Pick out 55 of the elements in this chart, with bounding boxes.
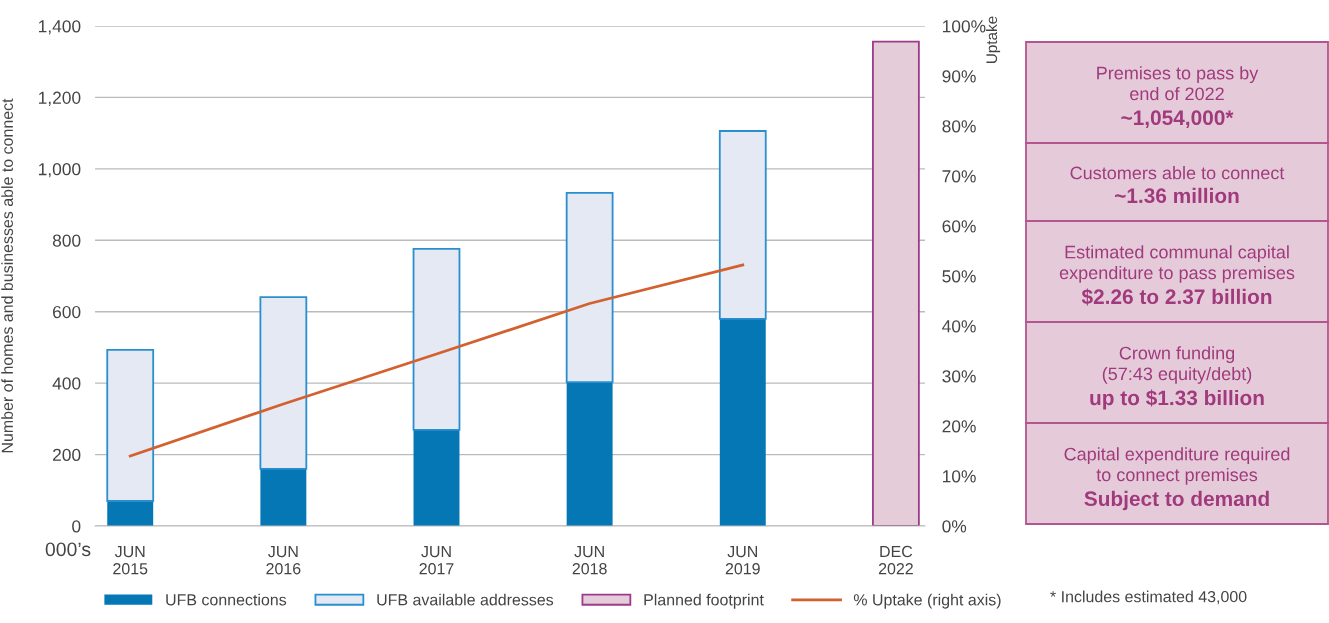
y-tick-label: 400	[52, 377, 81, 390]
text: Estimated communal capital expenditure to pass premises	[1059, 245, 1295, 283]
y-axis-title: Number of homes and businesses able to connect	[1, 98, 13, 453]
y2-tick-label: 100%	[942, 20, 986, 33]
text: Capital expenditure required to connect premises	[1064, 447, 1290, 485]
y2-tick-label: 60%	[942, 220, 976, 233]
text: Premises to pass by end of 2022	[1097, 66, 1259, 101]
legend-label: Planned footprint	[644, 593, 764, 609]
line-series	[128, 263, 745, 458]
bar	[719, 318, 766, 526]
text: * Includes estimated 43,000	[1050, 590, 1247, 605]
legend-label: % Uptake (right axis)	[853, 593, 1001, 609]
y-tick-label: 1,400	[38, 20, 81, 35]
bar	[107, 501, 154, 526]
y-tick-label: 600	[53, 305, 81, 319]
x-tick-label: JUN 2018	[572, 546, 607, 575]
y2-tick-label: 30%	[942, 370, 976, 383]
y2-tick-label: 70%	[942, 170, 976, 183]
bar	[718, 130, 767, 320]
text: Subject to demand	[1084, 490, 1269, 511]
y2-tick-label: 10%	[942, 470, 976, 483]
y-tick-label: 1,200	[38, 91, 81, 106]
text: up to $1.33 billion	[1090, 389, 1264, 410]
text: Customers able to connect	[1070, 166, 1285, 180]
bar	[259, 296, 308, 470]
x-tick-label: JUN 2017	[419, 546, 454, 575]
y2-tick-label: 20%	[942, 420, 976, 433]
y-tick-label: 200	[53, 448, 81, 462]
y2-tick-label: 50%	[942, 270, 976, 283]
legend-label: UFB connections	[166, 593, 287, 606]
bar	[106, 349, 155, 502]
x-tick-label: JUN 2019	[725, 546, 760, 575]
x-tick-label: JUN 2015	[113, 546, 148, 575]
text: 000’s	[45, 542, 91, 557]
bar	[260, 468, 307, 526]
text: Crown funding (57:43 equity/debt)	[1102, 346, 1252, 384]
legend-label: UFB available addresses	[377, 593, 554, 606]
bar	[413, 429, 460, 526]
x-tick-label: JUN 2016	[266, 546, 301, 575]
y2-tick-label: 0%	[942, 520, 967, 533]
y2-tick-label: 80%	[942, 120, 976, 133]
bar	[872, 40, 920, 526]
y2-tick-label: 40%	[942, 320, 976, 333]
bar	[412, 247, 461, 431]
text: ~1,054,000*	[1121, 110, 1234, 129]
y-tick-label: 1,000	[38, 163, 81, 178]
bar	[565, 191, 614, 383]
y2-tick-label: 90%	[942, 70, 976, 83]
text: $2.26 to 2.37 billion	[1081, 288, 1272, 306]
bar	[566, 382, 613, 526]
x-tick-label: DEC 2022	[878, 545, 913, 575]
y-tick-label: 800	[52, 234, 81, 247]
y-tick-label: 0	[72, 520, 81, 533]
text: ~1.36 million	[1115, 187, 1239, 204]
y2-axis-title: Uptake	[985, 16, 1001, 64]
